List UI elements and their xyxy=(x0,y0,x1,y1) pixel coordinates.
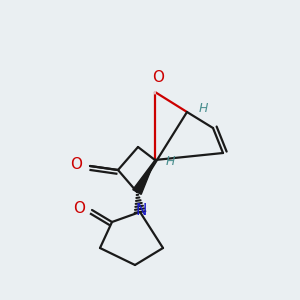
Text: N: N xyxy=(136,203,147,218)
Text: H: H xyxy=(166,155,175,168)
Text: H: H xyxy=(199,103,208,116)
Text: O: O xyxy=(74,201,86,216)
Text: O: O xyxy=(70,157,83,172)
Polygon shape xyxy=(133,160,155,194)
Text: O: O xyxy=(152,70,164,85)
